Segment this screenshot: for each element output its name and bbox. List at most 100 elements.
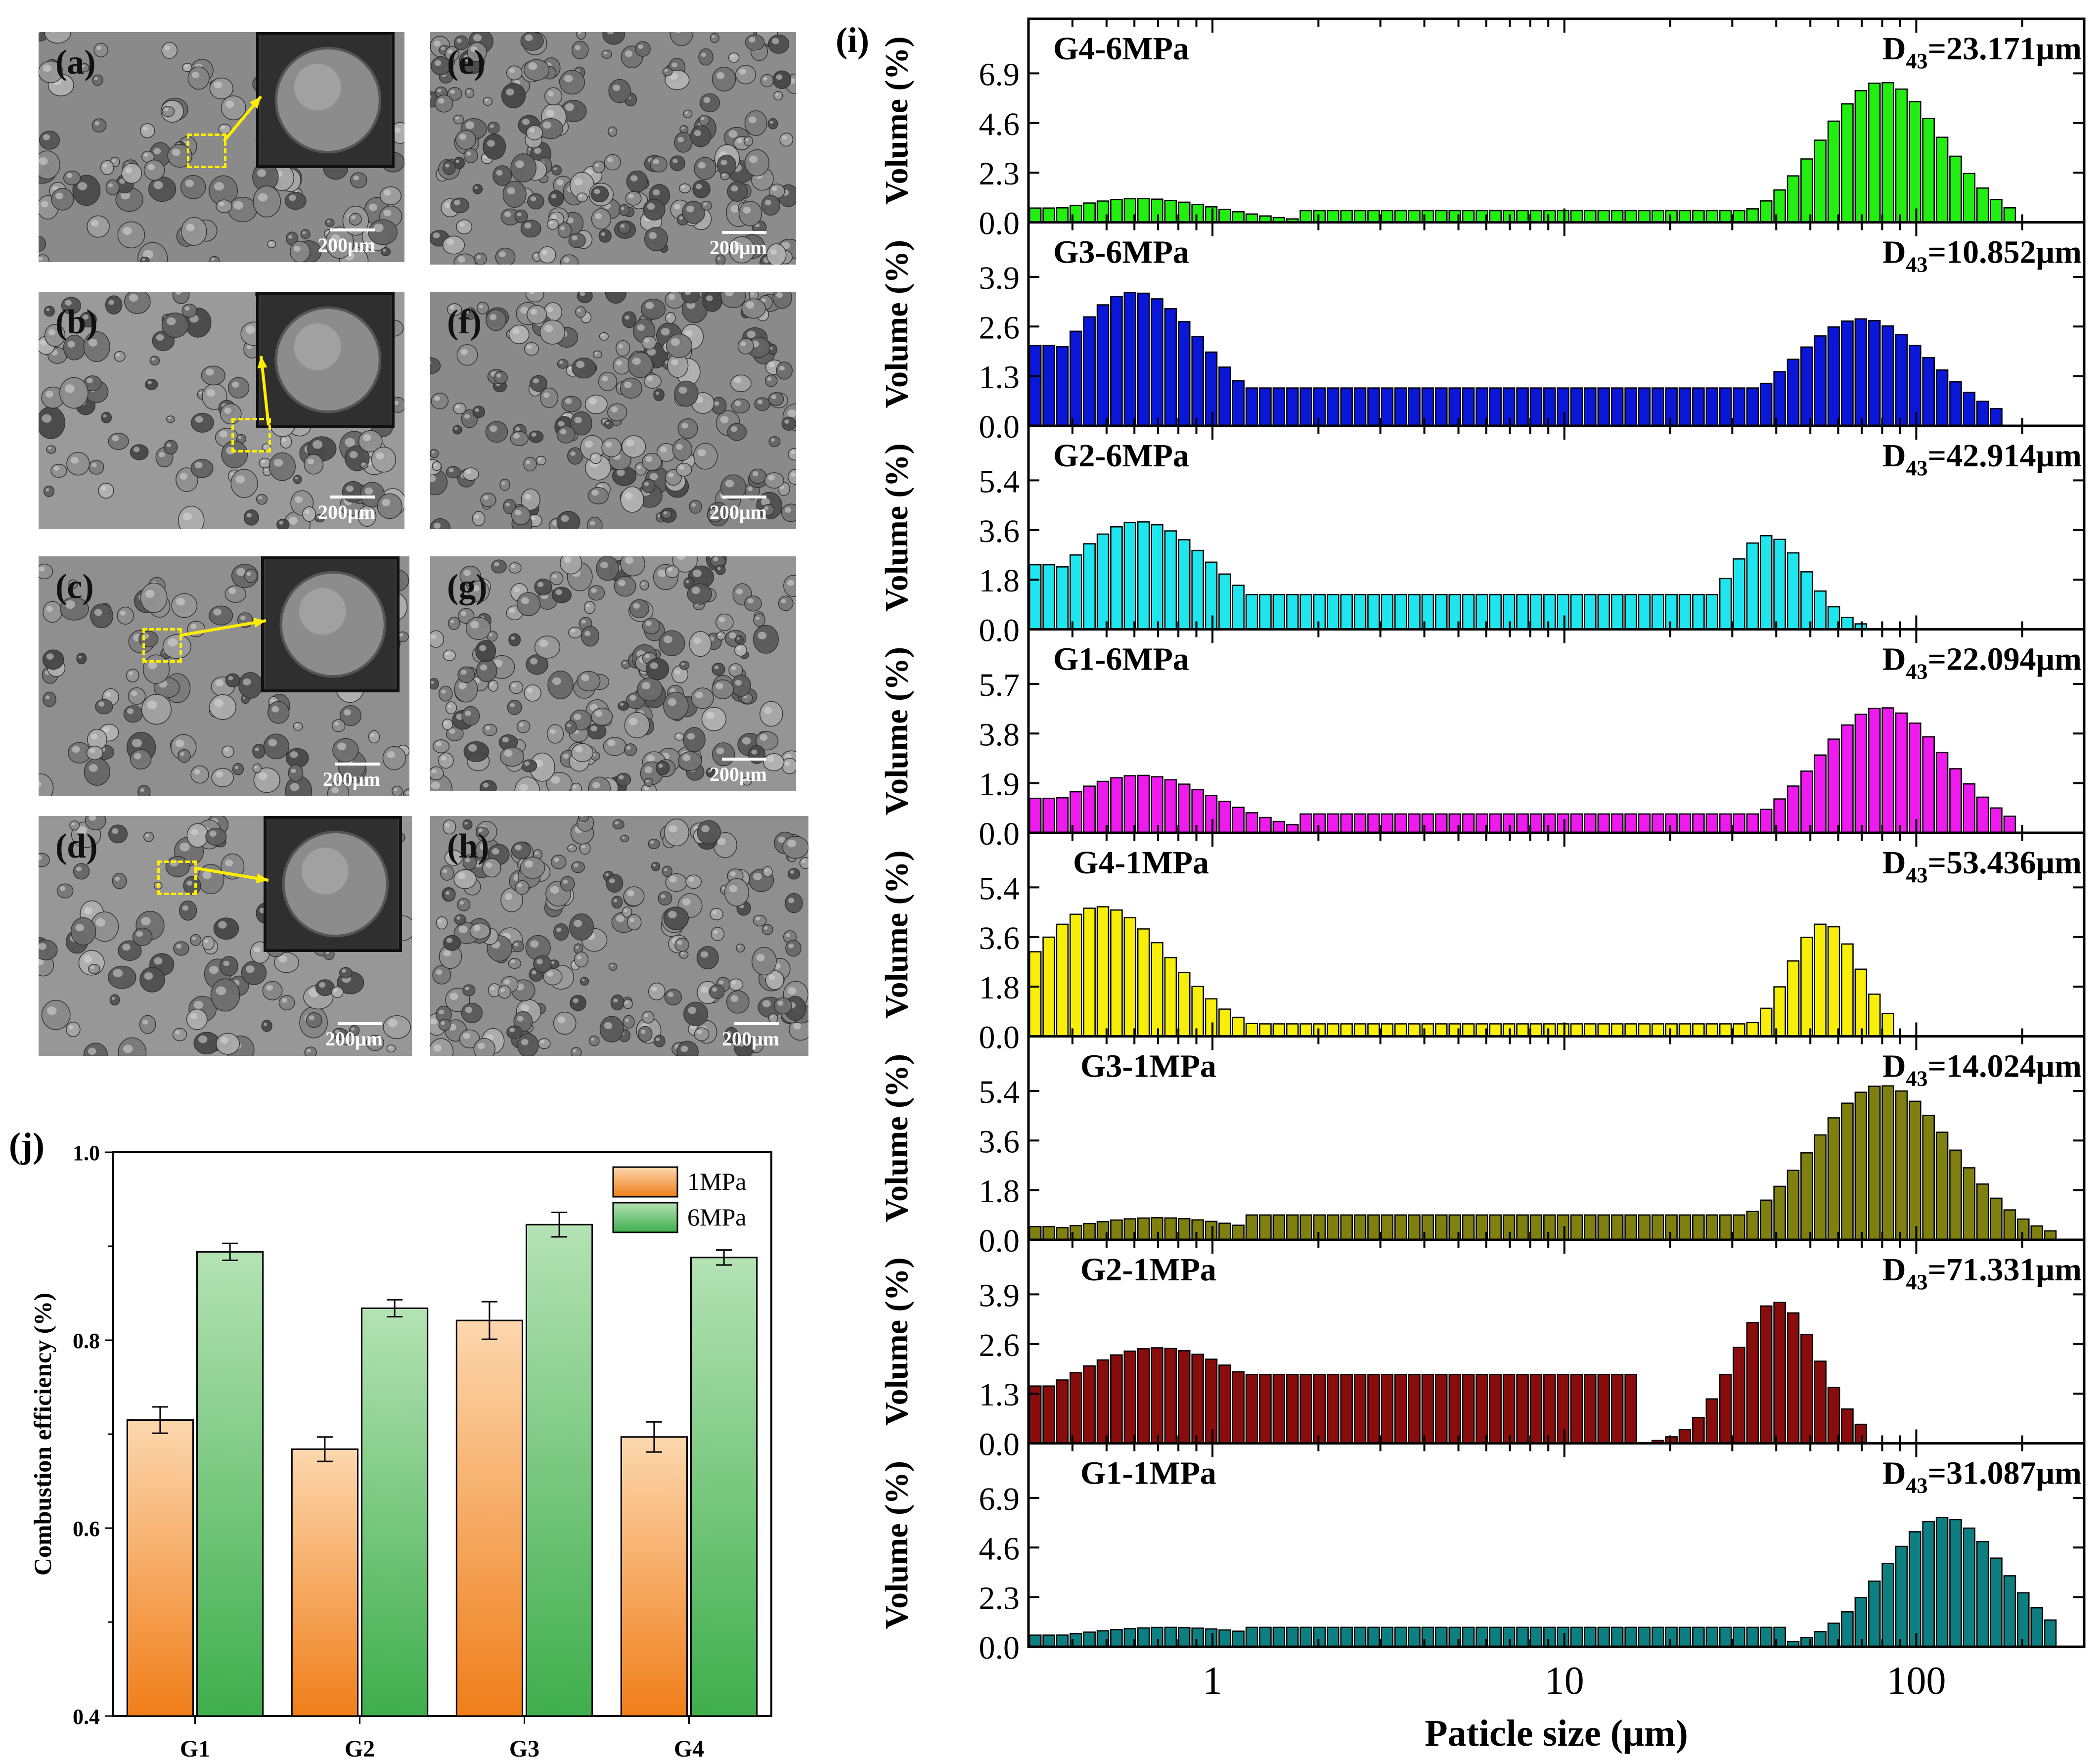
- distribution-bar: [1584, 813, 1597, 834]
- sem-particle: [448, 616, 460, 630]
- sem-particle-highlight: [762, 1000, 771, 1007]
- sem-particle-highlight: [644, 482, 649, 486]
- sem-particle: [570, 995, 586, 1011]
- sem-particle-highlight: [465, 469, 471, 474]
- sem-particle-highlight: [95, 918, 105, 927]
- sem-particle: [641, 1011, 655, 1024]
- sem-particle-highlight: [119, 179, 126, 184]
- sem-particle: [536, 455, 546, 465]
- distribution-bar: [1110, 1354, 1123, 1444]
- sem-particle-highlight: [443, 950, 451, 957]
- y-tick-label: 3.9: [979, 260, 1020, 296]
- distribution-bar: [1584, 1627, 1597, 1648]
- sem-particle-highlight: [541, 250, 548, 255]
- sem-particle-highlight: [701, 825, 710, 832]
- sem-inset-zoom: [264, 816, 402, 952]
- sem-particle-highlight: [67, 341, 75, 348]
- distribution-bar: [1191, 549, 1204, 630]
- sem-particle-highlight: [552, 574, 557, 579]
- sem-particle-highlight: [682, 754, 691, 762]
- sem-particle-highlight: [629, 695, 636, 701]
- sem-particle-highlight: [151, 358, 155, 361]
- sem-particle: [737, 338, 754, 355]
- sem-particle-highlight: [327, 220, 330, 223]
- sem-particle-highlight: [530, 196, 536, 202]
- sem-particle: [697, 820, 721, 845]
- sem-particle: [738, 201, 762, 226]
- sem-particle-highlight: [586, 604, 590, 608]
- sem-particle: [674, 732, 684, 741]
- sem-particle: [499, 746, 525, 767]
- distribution-bar: [1841, 1408, 1854, 1444]
- sem-particle-highlight: [458, 925, 468, 933]
- sem-particle: [661, 509, 672, 519]
- sem-particle-highlight: [688, 1006, 697, 1014]
- sem-particle-highlight: [39, 257, 44, 261]
- sem-particle-highlight: [637, 324, 645, 331]
- distribution-bar: [1435, 387, 1448, 427]
- sem-particle-highlight: [434, 463, 437, 466]
- distribution-bar: [1665, 1627, 1678, 1648]
- sem-particle: [626, 170, 648, 192]
- sem-particle: [674, 938, 690, 952]
- sem-particle: [461, 706, 480, 726]
- sem-particle: [678, 751, 702, 771]
- sem-particle-highlight: [625, 1001, 628, 1004]
- sem-particle-highlight: [693, 637, 701, 644]
- sem-particle-highlight: [512, 683, 517, 688]
- distribution-bar: [1624, 593, 1637, 630]
- sem-particle-highlight: [565, 103, 575, 111]
- sem-particle-highlight: [60, 886, 66, 891]
- sem-particle: [592, 350, 602, 359]
- distribution-bar: [1042, 798, 1055, 834]
- distribution-bar: [1733, 1627, 1745, 1648]
- sem-particle-highlight: [757, 399, 763, 405]
- distribution-bar: [1638, 1023, 1651, 1037]
- subplot-name: G2-6MPa: [1053, 438, 1189, 474]
- distribution-bar: [1435, 1023, 1448, 1037]
- d43-label-part: D: [1882, 1048, 1906, 1085]
- y-tick-label: 5.7: [979, 667, 1020, 703]
- distribution-bar: [1178, 201, 1191, 223]
- sem-particle-highlight: [344, 709, 351, 716]
- sem-particle-highlight: [633, 603, 640, 609]
- sem-particle-highlight: [718, 980, 724, 985]
- sem-particle: [728, 52, 740, 63]
- sem-particle-highlight: [159, 452, 165, 457]
- sem-particle-highlight: [474, 515, 479, 519]
- distribution-bar: [2030, 1225, 2043, 1241]
- distribution-bar: [1313, 593, 1326, 630]
- sem-particle-highlight: [305, 510, 310, 514]
- sem-particle: [788, 448, 796, 461]
- sem-particle-highlight: [494, 562, 499, 567]
- sem-particle-highlight: [660, 447, 667, 452]
- sem-particle-highlight: [450, 620, 454, 624]
- y-axis-label: Volume (%): [879, 647, 915, 815]
- distribution-bar: [1597, 1023, 1610, 1037]
- sem-particle-highlight: [685, 111, 688, 114]
- distribution-bar: [1381, 1023, 1394, 1037]
- sem-particle-highlight: [510, 703, 515, 708]
- sem-particle-highlight: [394, 401, 399, 405]
- sem-particle-highlight: [349, 451, 358, 458]
- sem-particle-highlight: [730, 54, 734, 58]
- sem-particle-highlight: [431, 451, 435, 454]
- sem-particle: [210, 978, 240, 1012]
- distribution-bar: [1746, 1627, 1759, 1648]
- distribution-bar: [1827, 738, 1840, 834]
- sem-particle-highlight: [696, 183, 702, 189]
- sem-particle: [616, 772, 631, 786]
- distribution-bar: [1313, 387, 1326, 427]
- sem-particle-highlight: [584, 441, 593, 448]
- sem-particle-highlight: [382, 249, 386, 252]
- sem-particle: [553, 1011, 577, 1035]
- sem-particle: [773, 90, 783, 101]
- sem-particle-highlight: [231, 381, 239, 388]
- distribution-bar: [1259, 1627, 1272, 1648]
- distribution-bar: [1557, 387, 1569, 427]
- distribution-bar: [1597, 593, 1610, 630]
- sem-particle-highlight: [647, 203, 655, 210]
- sem-particle-highlight: [431, 769, 437, 773]
- distribution-bar: [1353, 1374, 1367, 1444]
- sem-particle: [764, 472, 784, 489]
